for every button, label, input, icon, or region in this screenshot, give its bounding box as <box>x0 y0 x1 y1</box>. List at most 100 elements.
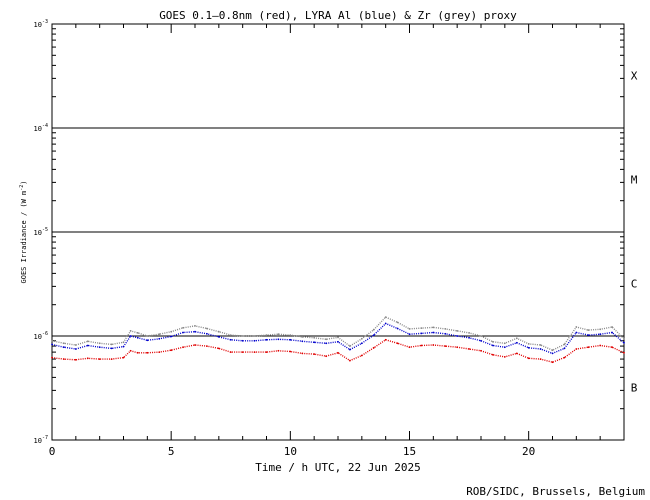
y-axis-ticks: 10-710-610-510-410-3 <box>34 19 624 445</box>
series-grey-point <box>360 337 363 340</box>
series-red-point <box>277 349 280 352</box>
series-grey-point <box>587 329 590 331</box>
y-tick-exponent: -4 <box>42 123 48 129</box>
series-red-point <box>110 358 113 360</box>
series-grey-point <box>313 336 316 339</box>
y-tick-exponent: -6 <box>42 331 48 337</box>
series-grey-point <box>408 328 411 330</box>
series-red <box>51 338 625 364</box>
y-tick-base: 10 <box>34 333 42 341</box>
series-red-point <box>98 358 101 360</box>
series-red-point <box>551 361 554 364</box>
series-blue-point <box>146 339 149 342</box>
series-grey-point <box>420 327 423 329</box>
series-blue-point <box>503 346 506 349</box>
series-blue-point <box>122 345 125 348</box>
series-grey-point <box>349 345 351 347</box>
series-red-point <box>313 353 316 355</box>
series-red-point <box>265 351 268 353</box>
series-blue-point <box>86 344 89 347</box>
series-blue-point <box>444 332 447 335</box>
y-tick-exponent: -3 <box>42 19 48 25</box>
series-red-point <box>349 359 351 362</box>
series-blue-point <box>432 331 435 334</box>
series-blue-point <box>51 343 53 346</box>
series-red-point <box>136 351 139 354</box>
series-blue-point <box>623 341 625 344</box>
series-blue-point <box>206 332 208 335</box>
y-tick-base: 10 <box>34 21 42 29</box>
series-blue-point <box>182 331 185 334</box>
credit-text: ROB/SIDC, Brussels, Belgium <box>466 485 645 498</box>
series-grey-point <box>503 342 506 345</box>
series-blue-point <box>217 336 220 338</box>
flare-class-label-c: C <box>631 277 638 290</box>
series-red-point <box>599 344 602 347</box>
series-blue-point <box>194 330 196 333</box>
series-blue-point <box>420 332 423 335</box>
series-grey-point <box>194 325 196 327</box>
series-grey-point <box>146 335 149 337</box>
series-grey-point <box>527 343 530 345</box>
series-grey-point <box>129 330 132 332</box>
series-blue-point <box>575 331 578 334</box>
series-grey-point <box>136 332 139 334</box>
series-red-point <box>468 348 470 350</box>
series-grey-point <box>98 342 101 345</box>
series-blue-point <box>396 327 399 330</box>
series-blue-point <box>611 331 613 334</box>
series-grey-point <box>51 339 53 342</box>
series-grey-point <box>277 333 280 336</box>
y-tick-base: 10 <box>34 437 42 445</box>
y-tick-label: 10-7 <box>34 435 48 445</box>
y-tick-exponent: -5 <box>42 227 48 233</box>
series-blue-point <box>229 338 232 341</box>
series-blue-point <box>277 338 280 341</box>
series-red-point <box>492 353 494 356</box>
series-grey-point <box>325 338 327 341</box>
series-red-trace <box>51 339 625 363</box>
y-axis-label-text: GOES Irradiance / (W m <box>20 191 28 284</box>
series-grey-point <box>480 335 482 337</box>
series-blue-point <box>527 346 530 349</box>
series-red-point <box>587 346 590 349</box>
series-grey-point <box>74 344 77 346</box>
series-grey-point <box>611 326 613 328</box>
series-red-point <box>563 356 566 359</box>
series-red-point <box>372 346 375 349</box>
series-red-point <box>420 344 423 347</box>
y-tick-label: 10-6 <box>34 331 48 341</box>
series-red-point <box>384 338 387 341</box>
x-tick-label: 10 <box>284 445 297 458</box>
series-blue-point <box>515 341 518 344</box>
series-red-point <box>182 346 185 349</box>
series-red-point <box>217 347 220 350</box>
series-blue-point <box>372 334 375 336</box>
series-red-point <box>515 352 518 355</box>
series-red-point <box>206 345 208 347</box>
series-red-point <box>360 354 363 357</box>
series-grey-point <box>241 335 244 337</box>
series-grey-point <box>301 336 304 338</box>
series-blue-point <box>587 334 590 336</box>
x-tick-label: 15 <box>403 445 416 458</box>
flare-class-lines <box>52 127 624 337</box>
series-blue-point <box>110 347 113 350</box>
y-axis-label-close: ) <box>20 181 28 185</box>
flare-class-label-m: M <box>631 173 638 186</box>
series-grey-point <box>206 327 208 330</box>
series-red-point <box>51 356 53 359</box>
series-grey-point <box>63 342 65 345</box>
series-red-point <box>170 349 173 352</box>
series-red-point <box>432 344 435 346</box>
series-grey-point <box>158 333 161 336</box>
series-grey-point <box>444 328 447 330</box>
series-grey-point <box>468 332 470 334</box>
series-grey-point <box>396 321 399 324</box>
series-blue-point <box>253 339 256 342</box>
series-grey-point <box>289 334 292 336</box>
series-red-point <box>129 349 132 352</box>
series-grey-point <box>539 344 542 346</box>
series-red-point <box>575 348 578 350</box>
series-grey-point <box>575 326 578 328</box>
